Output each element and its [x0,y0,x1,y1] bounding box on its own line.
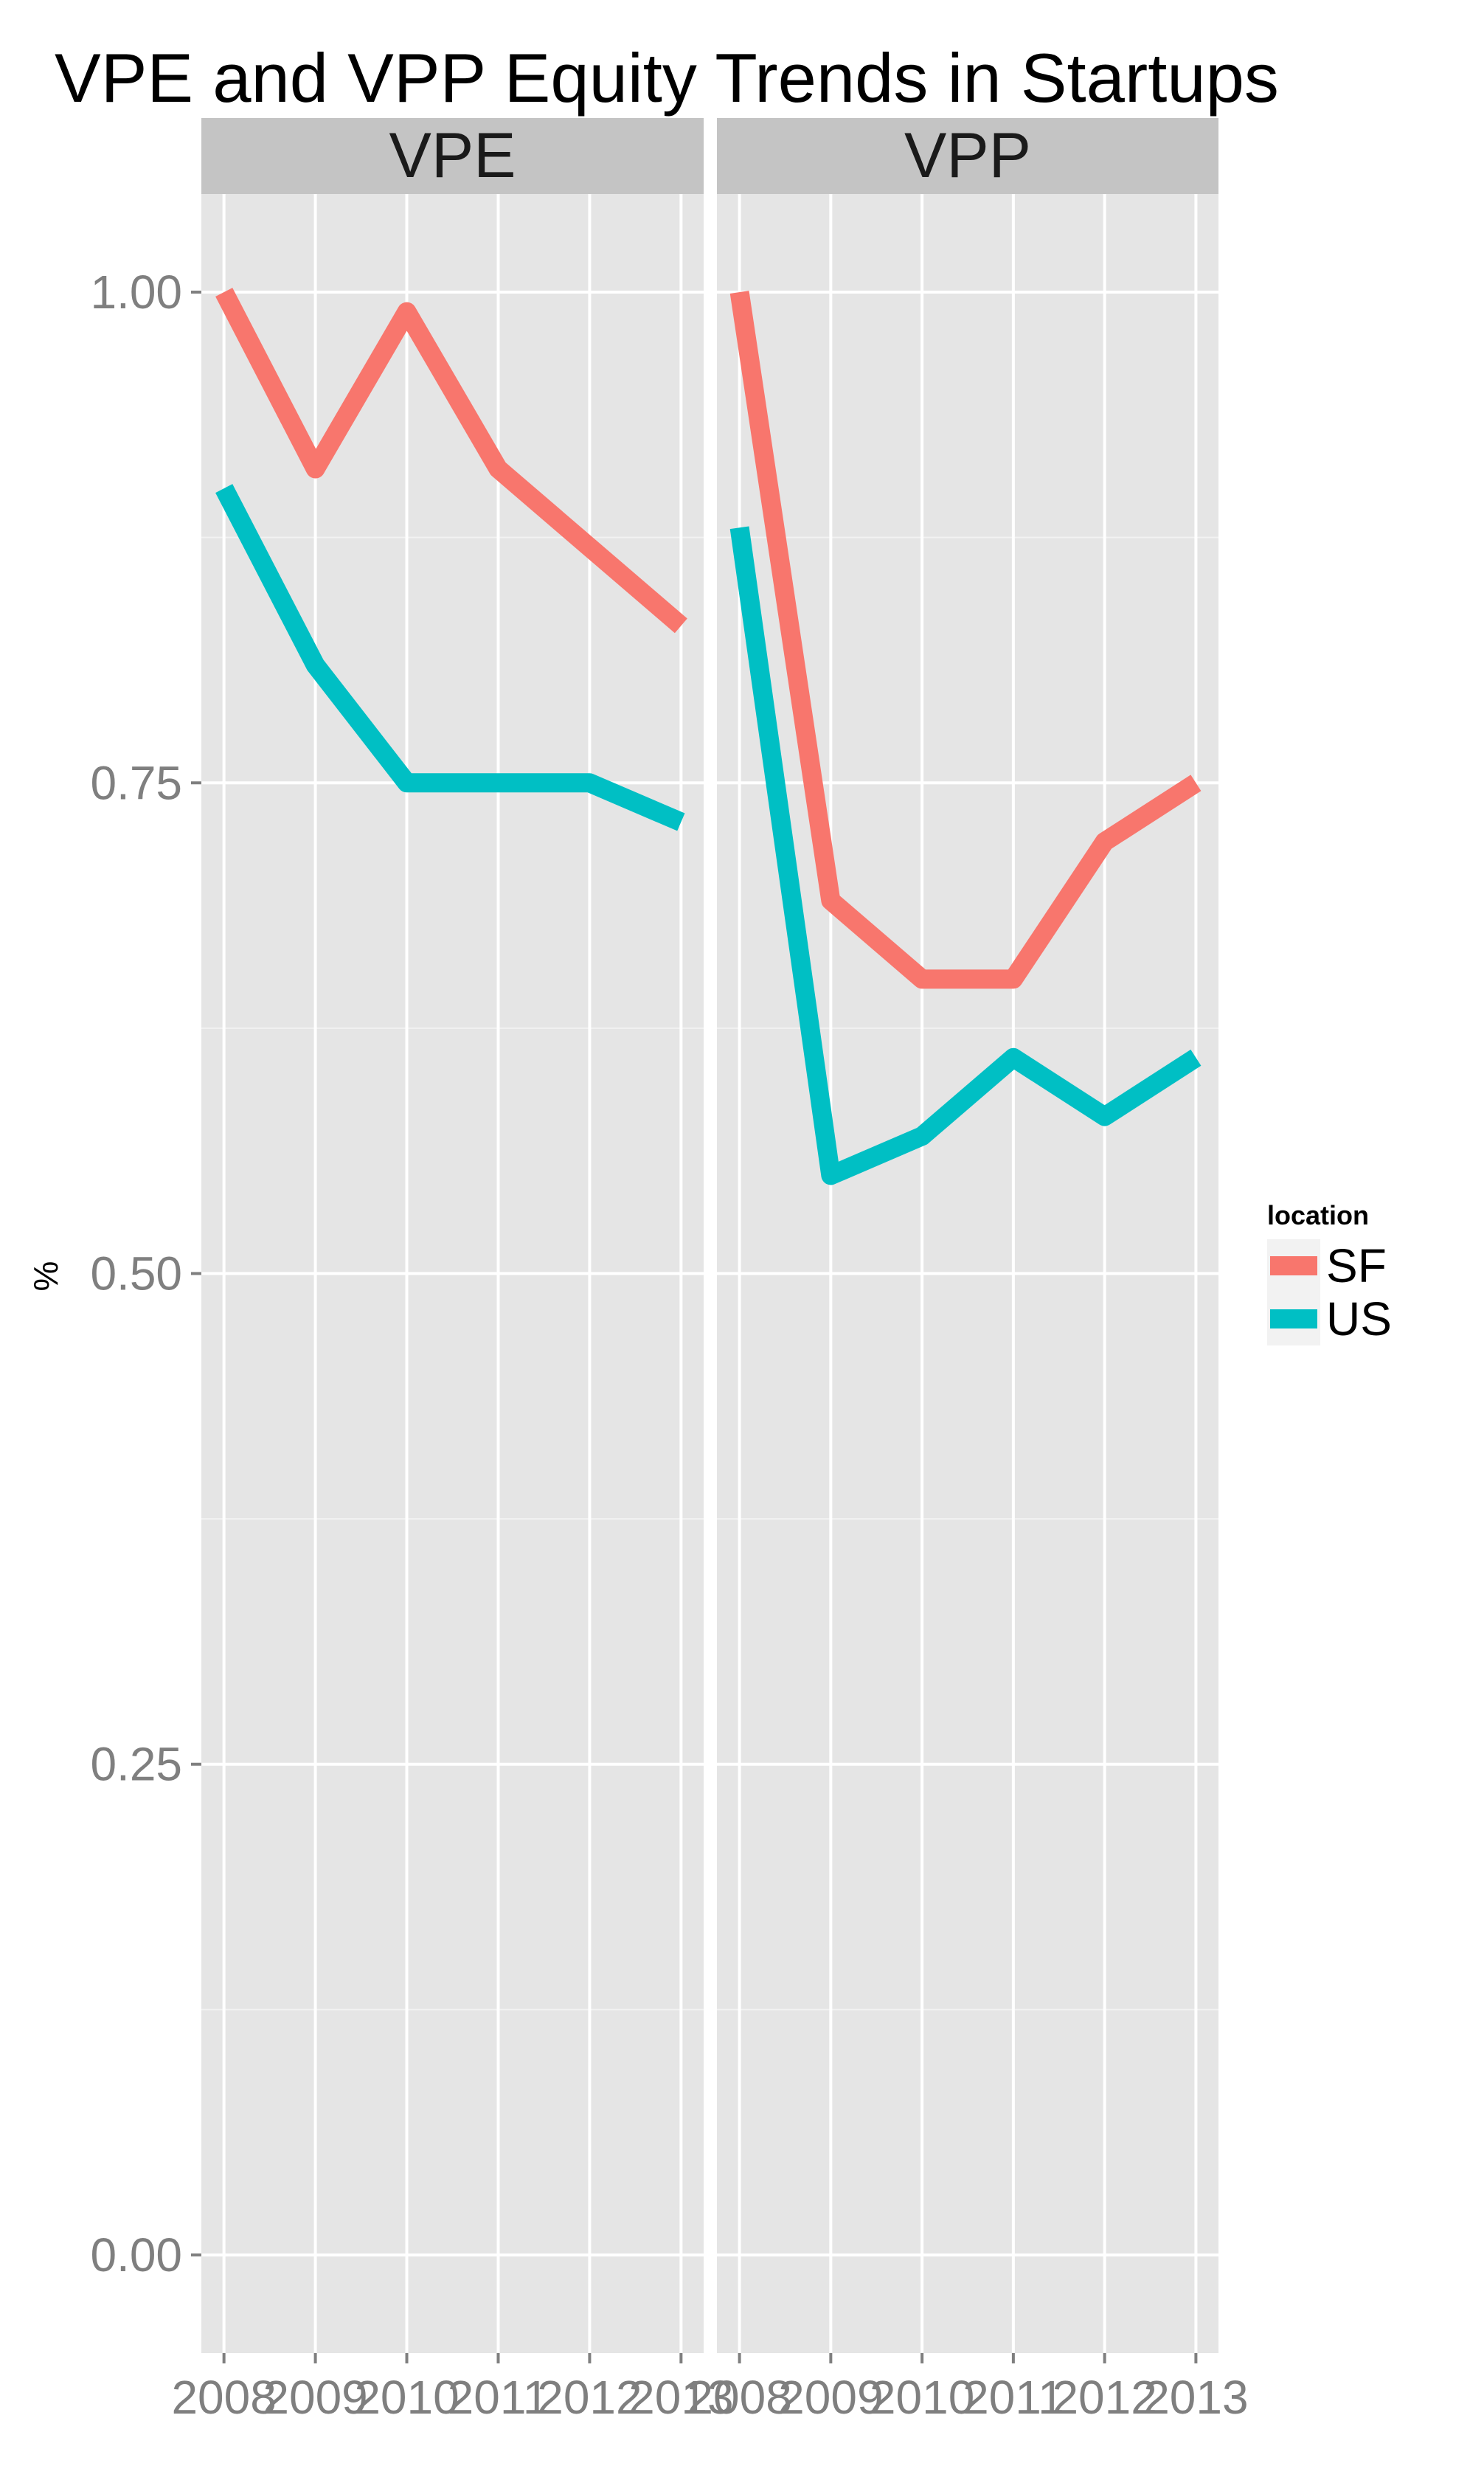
y-axis: 0.00 0.25 0.50 0.75 1.00 [90,266,201,2282]
facet-strip [717,118,1218,194]
facet-strip [201,118,704,194]
facet-strip-label: VPP [904,120,1031,191]
x-tick-label: 2013 [628,2371,733,2424]
x-tick-label: 2012 [537,2371,642,2424]
x-tick-label: 2013 [1143,2371,1248,2424]
x-tick-label: 2008 [171,2371,276,2424]
y-tick-label: 0.00 [90,2228,182,2282]
x-tick-label: 2009 [778,2371,883,2424]
y-tick-label: 0.25 [90,1738,182,1791]
series-line-us [729,526,1202,1185]
facet-strip-label: VPE [389,120,516,191]
series-line-sf [729,291,1202,989]
x-tick-label: 2008 [687,2371,791,2424]
legend-label-sf: SF [1326,1239,1387,1292]
x-tick-label: 2010 [870,2371,974,2424]
y-tick-label: 0.75 [90,756,182,809]
x-tick-label: 2011 [963,2371,1064,2424]
series-line-us [215,484,685,831]
y-axis-label: % [27,1261,65,1292]
series-line-sf [215,288,687,634]
x-tick-label: 2012 [1052,2371,1157,2424]
legend-title: location [1267,1200,1369,1230]
x-tick-label: 2011 [448,2371,549,2424]
y-tick-label: 0.50 [90,1247,182,1300]
x-tick-label: 2009 [263,2371,367,2424]
legend-label-us: US [1326,1292,1392,1345]
y-tick-label: 1.00 [90,266,182,319]
x-tick-label: 2010 [354,2371,459,2424]
chart-title: VPE and VPP Equity Trends in Startups [55,39,1279,117]
